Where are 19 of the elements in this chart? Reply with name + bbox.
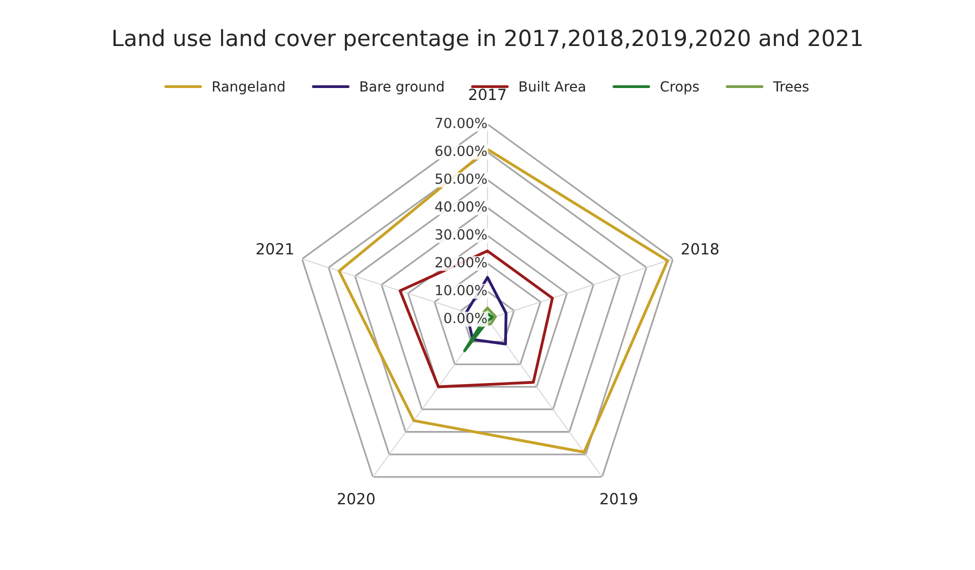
legend-label: Trees: [773, 81, 809, 92]
legend-label: Bare ground: [360, 80, 444, 94]
y-tick-label: 20.00%: [436, 257, 487, 268]
spoke-label: 2021: [256, 243, 293, 255]
spoke-label: 2020: [338, 492, 375, 504]
legend-label: Crops: [660, 81, 699, 94]
y-tick-label: 70.00%: [436, 118, 487, 128]
y-tick-label: 40.00%: [435, 201, 487, 212]
chart-title: Land use land cover percentage in 2017,2018,2019,2020 and 2021: [114, 29, 862, 51]
y-tick-label: 10.00%: [436, 284, 487, 296]
y-tick-label: 50.00%: [436, 173, 487, 184]
legend-label: Built Area: [520, 80, 585, 92]
legend-label: Rangeland: [212, 80, 284, 94]
spoke-label: 2017: [469, 88, 506, 100]
y-tick-label: 0.00%: [444, 312, 487, 324]
spoke-label: 2019: [600, 492, 638, 504]
spoke-label: 2018: [682, 243, 718, 255]
y-tick-label: 30.00%: [436, 229, 487, 240]
y-tick-label: 60.00%: [436, 146, 487, 156]
